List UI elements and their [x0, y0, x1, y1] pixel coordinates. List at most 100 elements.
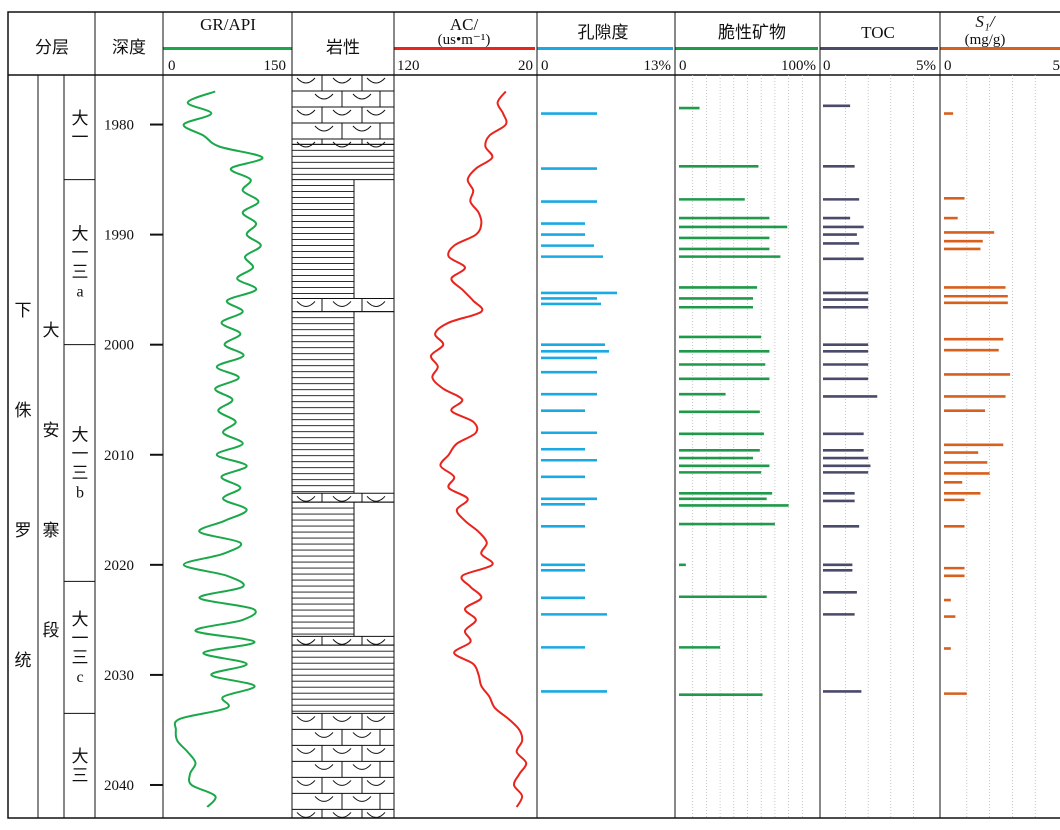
porosity-scale-max: 13%: [644, 58, 672, 74]
formation-char-3: 罗: [15, 521, 32, 541]
sub-zone-char: 大: [72, 109, 89, 129]
lith-shell-symbol: [296, 716, 316, 722]
lith-shell-symbol: [332, 495, 352, 502]
lith-shell-symbol: [366, 780, 386, 786]
lith-shell-symbol: [314, 796, 334, 802]
ac-color-bar: [394, 47, 535, 50]
lith-shell-symbol: [332, 716, 352, 722]
brittle-track-title: 脆性矿物: [718, 23, 786, 43]
brittle-scale-min: 0: [679, 58, 687, 74]
lithology-track: [292, 74, 394, 819]
lith-header: 岩性: [326, 38, 360, 58]
lith-shell-symbol: [332, 301, 352, 307]
bar-tracks: [541, 104, 1011, 697]
lith-shell-symbol: [296, 639, 316, 645]
lith-shell-symbol: [332, 141, 352, 148]
gr-track-title: GR/API: [200, 15, 256, 34]
lith-shell-symbol: [366, 716, 386, 722]
sub-zone-char: 一: [72, 128, 89, 148]
s1-scale-min: 0: [944, 58, 952, 74]
depth-tick-label: 2020: [104, 558, 134, 574]
lith-shell-symbol: [314, 764, 334, 770]
member-char-2: 安: [43, 421, 60, 441]
sub-zone-char: 大: [72, 426, 89, 446]
sub-zone-char: 大: [72, 225, 89, 245]
lith-shell-symbol: [352, 125, 372, 132]
toc-scale-max: 5%: [916, 58, 936, 74]
lith-shell-symbol: [314, 125, 334, 132]
strat-header: 分层: [35, 38, 69, 58]
log-header: 分层 深度 GR/API 0 150 岩性 AC/ (us•m⁻¹) 120 2…: [35, 12, 1060, 74]
sub-zone-char: 三: [72, 648, 89, 668]
sub-zone-char: 一: [72, 244, 89, 264]
lith-shell-symbol: [366, 141, 386, 148]
toc-color-bar: [820, 47, 938, 50]
lith-shell-symbol: [352, 93, 372, 100]
lith-shell-symbol: [352, 764, 372, 770]
depth-tick-label: 1990: [104, 228, 134, 244]
lith-shell-symbol: [366, 748, 386, 754]
sub-zone-char: c: [76, 669, 83, 686]
ac-scale-min: 120: [397, 58, 420, 74]
lith-shell-symbol: [296, 77, 316, 84]
sub-zone-char: b: [76, 485, 84, 502]
sub-zone-char: 一: [72, 445, 89, 465]
sub-zone-char: 大: [72, 747, 89, 767]
gr-color-bar: [163, 47, 292, 50]
gr-scale-max: 150: [264, 58, 287, 74]
formation-char-4: 统: [15, 651, 32, 671]
depth-tick-label: 1980: [104, 118, 134, 134]
lith-shell-symbol: [332, 748, 352, 754]
sub-zone-char: 大: [72, 610, 89, 630]
depth-tick-label: 2030: [104, 668, 134, 684]
ac-curve: [429, 90, 528, 808]
porosity-track-title: 孔隙度: [578, 23, 629, 43]
log-frame: [7, 11, 1060, 819]
lith-shell-symbol: [296, 301, 316, 307]
lith-shell-symbol: [366, 77, 386, 84]
lith-shell-symbol: [296, 812, 316, 818]
toc-scale-min: 0: [823, 58, 831, 74]
lith-shell-symbol: [332, 109, 352, 116]
sub-zone-char: 三: [72, 766, 89, 786]
outer-border: [7, 11, 1060, 819]
s1-color-bar: [940, 47, 1060, 50]
formation-char-2: 侏: [15, 401, 32, 421]
s1-unit: (mg/g): [965, 32, 1006, 48]
member-char-3: 寨: [43, 521, 60, 541]
lith-shell-symbol: [332, 639, 352, 645]
lith-shell-symbol: [296, 780, 316, 786]
depth-tick-label: 2040: [104, 778, 134, 794]
lith-shell-symbol: [296, 109, 316, 116]
s1-scale-max: 5: [1053, 58, 1060, 74]
depth-header: 深度: [112, 38, 146, 58]
lith-shell-symbol: [352, 796, 372, 802]
ac-unit: (us•m⁻¹): [438, 32, 491, 48]
lith-shell-symbol: [352, 732, 372, 738]
lith-shell-symbol: [366, 812, 386, 818]
strat-labels: 下 侏 罗 统 大 安 寨 段: [15, 301, 60, 671]
ac-track-title: AC/: [450, 15, 479, 34]
curve-tracks: [173, 90, 528, 808]
sub-zone-char: 三: [72, 263, 89, 283]
member-char-4: 段: [43, 621, 60, 641]
porosity-color-bar: [537, 47, 673, 50]
s1-track-title: S₁/: [975, 12, 996, 31]
gr-scale-min: 0: [168, 58, 176, 74]
sub-zone-char: 三: [72, 464, 89, 484]
member-char-1: 大: [43, 321, 60, 341]
lith-shell-symbol: [314, 93, 334, 100]
lith-shell-symbol: [332, 812, 352, 818]
lith-shell-symbol: [296, 141, 316, 148]
lith-shell-symbol: [366, 495, 386, 502]
gr-curve: [173, 90, 264, 808]
depth-axis: 1980 1990 2000 2010 2020 2030 2040: [104, 118, 163, 794]
ac-scale-max: 20: [518, 58, 533, 74]
toc-track-title: TOC: [861, 23, 895, 42]
brittle-scale-max: 100%: [781, 58, 816, 74]
brittle-color-bar: [675, 47, 818, 50]
sub-zone-char: a: [76, 284, 83, 301]
depth-tick-label: 2010: [104, 448, 134, 464]
